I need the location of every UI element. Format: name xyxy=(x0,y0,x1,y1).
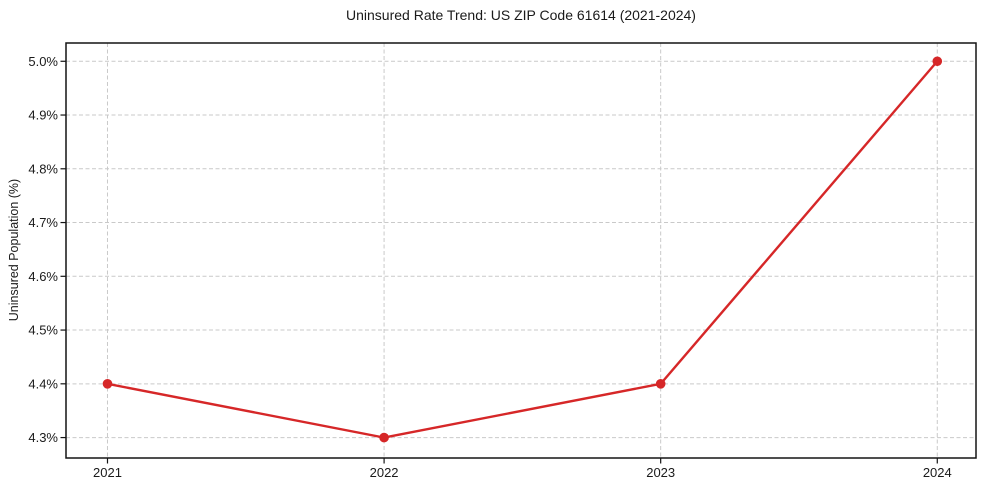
y-tick-label: 4.9% xyxy=(28,108,58,123)
x-tick-label: 2022 xyxy=(370,465,399,480)
data-point-2021 xyxy=(102,379,113,389)
y-tick-label: 4.7% xyxy=(28,215,58,230)
chart-title: Uninsured Rate Trend: US ZIP Code 61614 … xyxy=(346,7,696,23)
y-tick-label: 4.4% xyxy=(28,376,58,391)
y-axis-label: Uninsured Population (%) xyxy=(7,178,21,322)
x-tick-label: 2023 xyxy=(646,465,675,480)
y-tick-label: 4.5% xyxy=(28,323,58,338)
data-point-2022 xyxy=(379,432,389,443)
x-tick-label: 2024 xyxy=(923,465,952,480)
data-point-2024 xyxy=(932,56,943,67)
y-tick-label: 4.6% xyxy=(28,269,58,284)
trend-line-uninsured-rate xyxy=(106,60,939,439)
y-tick-label: 5.0% xyxy=(28,54,58,69)
x-tick-label: 2021 xyxy=(93,465,122,480)
y-tick-label: 4.8% xyxy=(28,161,58,176)
plot-border xyxy=(65,42,977,459)
data-point-2023 xyxy=(655,379,666,389)
plot-background xyxy=(66,43,976,458)
y-tick-label: 4.3% xyxy=(28,430,58,445)
